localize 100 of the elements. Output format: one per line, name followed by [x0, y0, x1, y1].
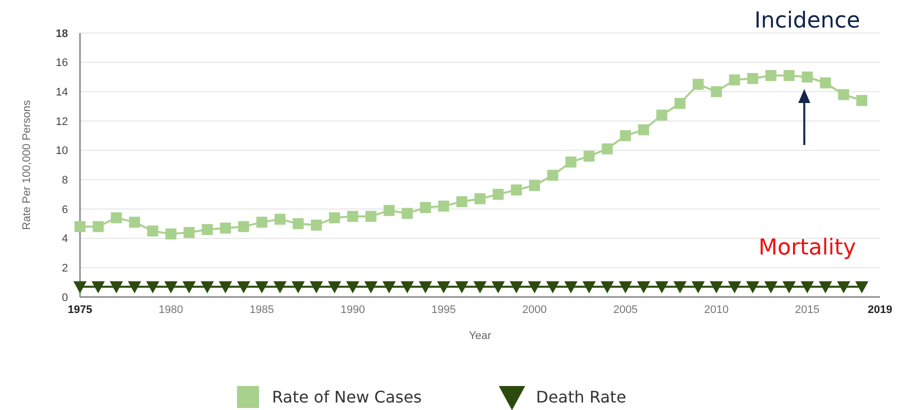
point [328, 281, 342, 294]
point [310, 281, 323, 294]
point [855, 281, 868, 294]
point [92, 221, 104, 232]
point [728, 281, 742, 294]
point [802, 72, 813, 82]
point [110, 212, 122, 224]
y-tick-label: 10 [56, 145, 68, 158]
annotation: Incidence [754, 8, 860, 34]
y-tick-label: 4 [62, 233, 68, 246]
x-tick-label: 1995 [431, 304, 456, 316]
point [402, 208, 413, 219]
point [420, 202, 431, 214]
point [510, 184, 522, 196]
x-tick-label: 2005 [613, 304, 638, 316]
point [128, 281, 142, 294]
point [837, 281, 850, 294]
point [256, 216, 268, 228]
point [473, 281, 487, 294]
point [547, 170, 558, 181]
point [237, 281, 250, 294]
point [456, 196, 468, 208]
point [673, 281, 687, 294]
point [764, 281, 778, 294]
point [746, 281, 760, 294]
point [400, 281, 414, 294]
point [220, 222, 231, 234]
point [638, 124, 650, 136]
point [782, 281, 796, 294]
point [656, 110, 668, 121]
point [455, 281, 468, 294]
point [618, 281, 632, 294]
point [492, 281, 505, 294]
x-tick-label: 1990 [340, 304, 365, 316]
point [820, 77, 831, 88]
point [747, 72, 758, 84]
x-tick-label: 2010 [704, 304, 729, 316]
y-tick-label: 12 [56, 116, 68, 128]
point [710, 86, 722, 98]
point [73, 281, 87, 294]
point [710, 281, 723, 294]
point [110, 281, 123, 294]
y-tick-label: 8 [62, 174, 68, 187]
point [146, 281, 160, 294]
point [238, 221, 250, 232]
x-tick-label: 2015 [795, 304, 820, 316]
y-tick-label: 2 [62, 262, 68, 275]
y-tick-label: 6 [62, 204, 68, 216]
point [784, 70, 795, 82]
y-axis-title: Rate Per 100,000 Persons [21, 100, 33, 230]
y-tick-label: 16 [56, 57, 68, 70]
y-tick-label: 14 [56, 86, 68, 99]
point [474, 193, 486, 204]
point [273, 281, 287, 294]
point [637, 281, 650, 294]
x-tick-label: 1985 [250, 304, 274, 316]
point [818, 281, 832, 294]
point [292, 281, 305, 294]
point [347, 210, 358, 222]
point [438, 200, 450, 212]
point [620, 130, 631, 142]
x-tick-label: 1975 [68, 304, 92, 316]
point [838, 89, 850, 100]
point [329, 212, 340, 224]
point [674, 98, 686, 109]
y-tick-label: 18 [56, 28, 68, 40]
legend-label: Death Rate [536, 388, 626, 407]
point [164, 281, 178, 294]
point [528, 281, 542, 294]
point [529, 180, 540, 192]
point [382, 281, 396, 294]
point [365, 210, 376, 222]
point [184, 226, 195, 238]
point [74, 221, 86, 232]
point [765, 70, 776, 82]
point [602, 143, 613, 154]
point [292, 218, 304, 230]
point [600, 281, 614, 294]
point [255, 281, 268, 294]
x-axis-title: Year [468, 330, 492, 342]
point [856, 94, 868, 106]
point [364, 281, 378, 294]
point [510, 281, 523, 294]
point [165, 228, 176, 240]
point [418, 281, 432, 294]
point [492, 188, 504, 200]
point [729, 74, 740, 86]
point [147, 226, 158, 236]
point [692, 78, 704, 90]
point [800, 281, 814, 294]
point [129, 216, 140, 228]
point [200, 281, 214, 294]
y-tick-label: 0 [62, 292, 68, 304]
point [546, 281, 560, 294]
point [182, 281, 196, 294]
point [202, 224, 213, 236]
point [655, 281, 668, 294]
x-tick-label: 1980 [158, 304, 184, 316]
x-tick-label: 2019 [868, 304, 892, 316]
legend-label: Rate of New Cases [272, 388, 422, 407]
